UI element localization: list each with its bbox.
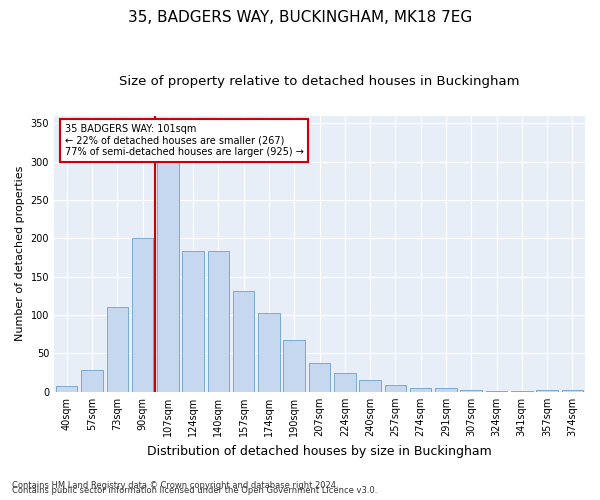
Bar (107, 308, 128, 392)
Text: Contains HM Land Registry data © Crown copyright and database right 2024.: Contains HM Land Registry data © Crown c… (12, 481, 338, 490)
Bar (359, 380, 381, 392)
Text: 35 BADGERS WAY: 101sqm
← 22% of detached houses are smaller (267)
77% of semi-de: 35 BADGERS WAY: 101sqm ← 22% of detached… (65, 124, 304, 157)
Bar (385, 385, 406, 392)
Bar (460, 390, 482, 392)
X-axis label: Distribution of detached houses by size in Buckingham: Distribution of detached houses by size … (147, 444, 492, 458)
Bar (283, 340, 305, 392)
Bar (334, 372, 356, 392)
Text: 35, BADGERS WAY, BUCKINGHAM, MK18 7EG: 35, BADGERS WAY, BUCKINGHAM, MK18 7EG (128, 10, 472, 25)
Bar (132, 238, 153, 392)
Bar (208, 252, 229, 392)
Bar (56, 386, 77, 392)
Title: Size of property relative to detached houses in Buckingham: Size of property relative to detached ho… (119, 75, 520, 88)
Bar (182, 252, 204, 392)
Bar (435, 388, 457, 392)
Bar (81, 370, 103, 392)
Bar (309, 364, 330, 392)
Bar (410, 388, 431, 392)
Bar (511, 391, 533, 392)
Bar (536, 390, 558, 392)
Text: Contains public sector information licensed under the Open Government Licence v3: Contains public sector information licen… (12, 486, 377, 495)
Bar (157, 138, 179, 392)
Bar (233, 292, 254, 392)
Y-axis label: Number of detached properties: Number of detached properties (15, 166, 25, 342)
Bar (562, 390, 583, 392)
Bar (486, 391, 507, 392)
Bar (258, 313, 280, 392)
